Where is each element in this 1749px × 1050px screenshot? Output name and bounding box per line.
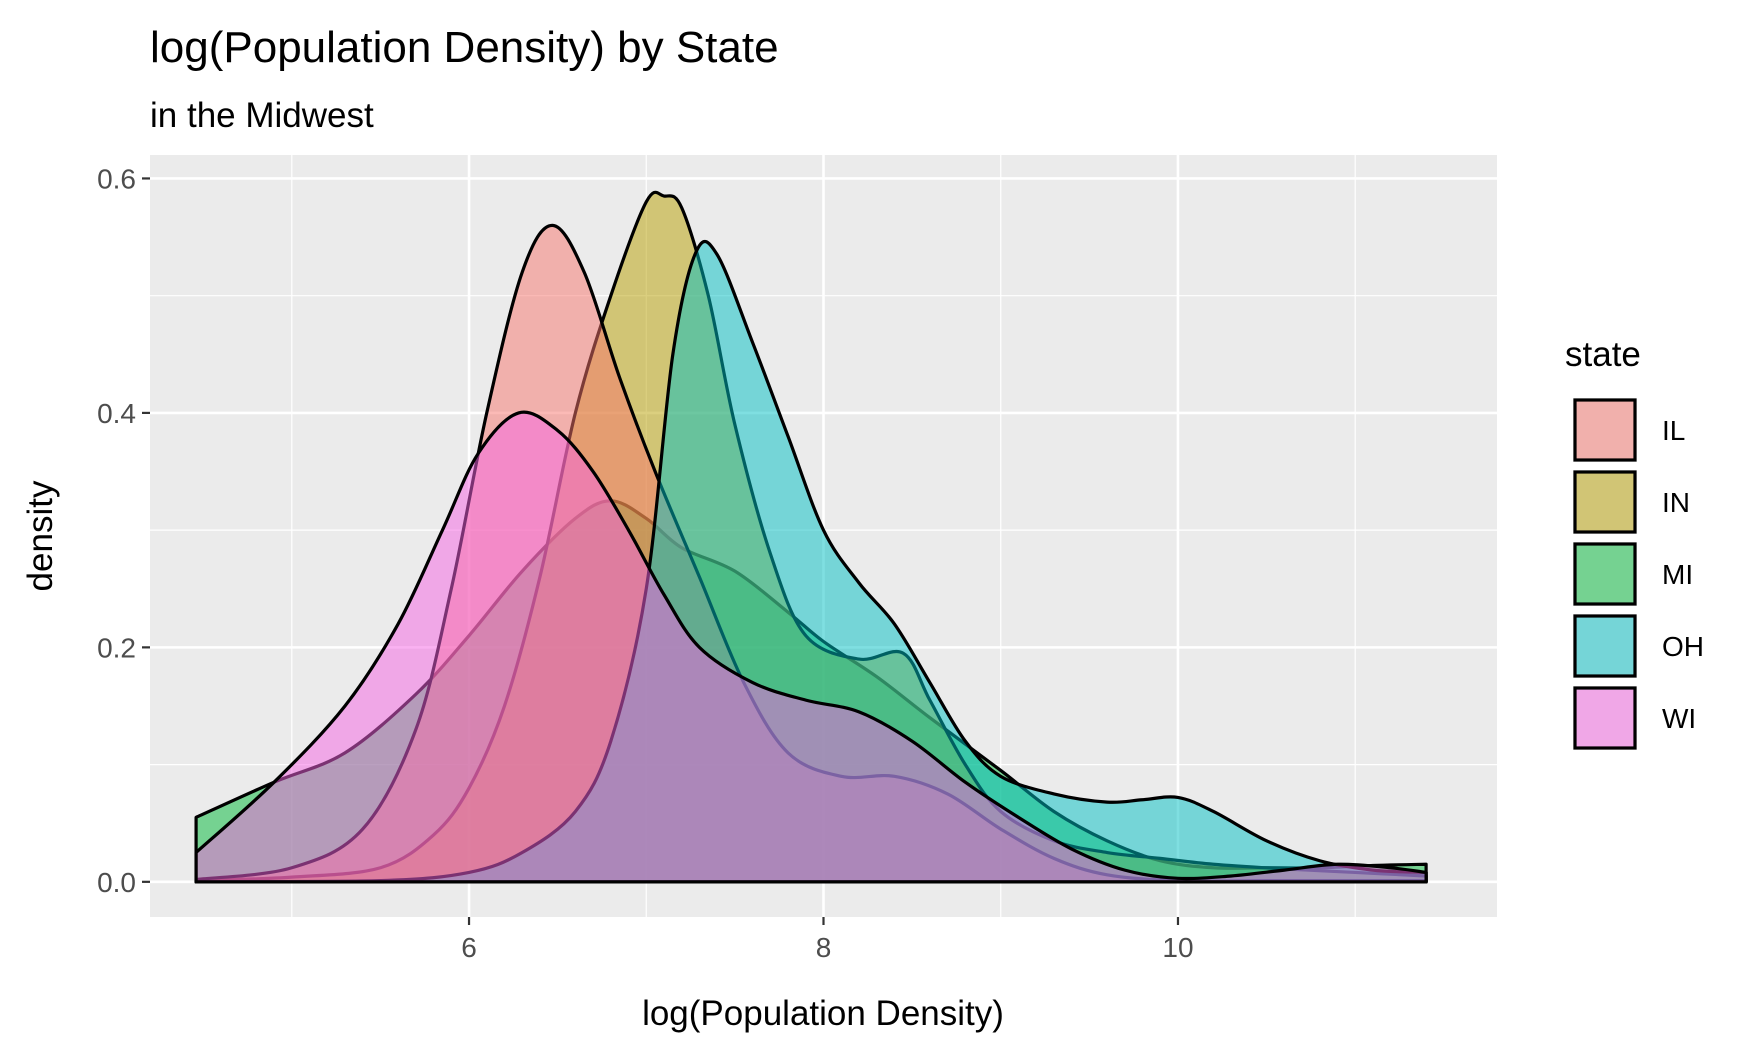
legend-label-il: IL — [1662, 415, 1685, 446]
legend-label-in: IN — [1662, 487, 1690, 518]
y-tick-label: 0.6 — [97, 163, 136, 194]
x-tick-label: 8 — [816, 932, 832, 963]
legend-title: state — [1565, 335, 1641, 374]
legend-swatch-oh — [1573, 614, 1637, 678]
y-tick-label: 0.2 — [97, 632, 136, 663]
legend-label-oh: OH — [1662, 631, 1704, 662]
y-tick-label: 0.0 — [97, 867, 136, 898]
density-areas — [194, 190, 1428, 884]
legend-label-mi: MI — [1662, 559, 1693, 590]
legend-swatch-in — [1573, 470, 1637, 534]
chart-subtitle: in the Midwest — [150, 96, 374, 135]
legend: IL IN MI OH WI — [1573, 398, 1704, 750]
y-tick-label: 0.4 — [97, 398, 136, 429]
x-tick-label: 10 — [1162, 932, 1193, 963]
legend-swatch-il — [1573, 398, 1637, 462]
x-tick-label: 6 — [461, 932, 477, 963]
legend-swatch-mi — [1573, 542, 1637, 606]
legend-swatch-wi — [1573, 686, 1637, 750]
density-area-wi — [194, 410, 1428, 884]
y-axis-title: density — [21, 480, 60, 591]
axes: 6 8 10 0.0 0.2 0.4 0.6 — [97, 163, 1193, 963]
chart-title: log(Population Density) by State — [150, 23, 779, 72]
x-axis-title: log(Population Density) — [642, 994, 1004, 1033]
legend-label-wi: WI — [1662, 703, 1696, 734]
